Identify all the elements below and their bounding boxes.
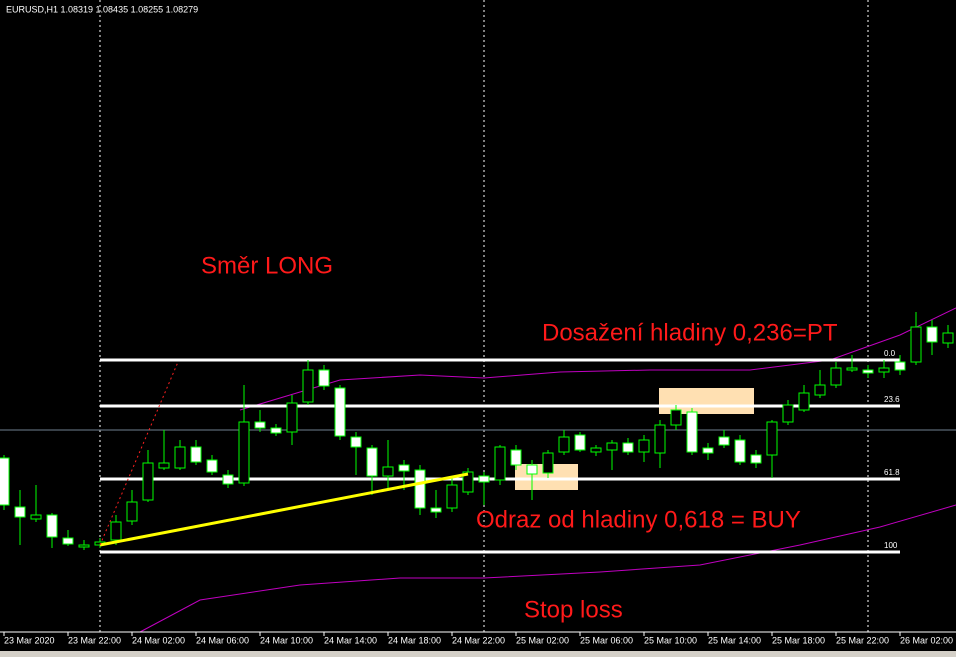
candle-body [574, 434, 586, 451]
candle-body [798, 392, 810, 411]
x-tick-label: 25 Mar 18:00 [772, 635, 825, 645]
candle-body [478, 475, 490, 483]
fib-label: 61.8 [884, 468, 900, 477]
x-tick-label: 26 Mar 02:00 [900, 635, 953, 645]
fib-label: 100 [884, 541, 898, 550]
candle-body [622, 442, 634, 453]
candle-body [254, 421, 266, 429]
x-tick-label: 25 Mar 22:00 [836, 635, 889, 645]
candle-body [318, 369, 330, 387]
scrollbar [0, 651, 956, 657]
candle-body [286, 402, 298, 433]
candle-body [0, 457, 10, 506]
x-tick-label: 25 Mar 14:00 [708, 635, 761, 645]
candle-body [670, 409, 682, 426]
x-tick-label: 24 Mar 14:00 [324, 635, 377, 645]
candle-body [750, 454, 762, 464]
candle-body [894, 361, 906, 371]
candle-body [686, 411, 698, 453]
candle-body [718, 436, 730, 446]
annotation: Směr LONG [201, 252, 333, 279]
candle-body [462, 471, 474, 493]
x-tick-label: 24 Mar 06:00 [196, 635, 249, 645]
x-tick-label: 23 Mar 22:00 [68, 635, 121, 645]
annotation: Dosažení hladiny 0,236=PT [542, 319, 838, 346]
candle-body [702, 447, 714, 454]
candle-body [30, 514, 42, 520]
period-separators [99, 0, 869, 632]
candle-body [846, 367, 858, 371]
candles [0, 312, 954, 550]
candle-body [126, 501, 138, 522]
x-tick-label: 24 Mar 22:00 [452, 635, 505, 645]
candle-body [862, 369, 874, 374]
candle-body [334, 387, 346, 437]
candle-body [734, 439, 746, 463]
candle-body [910, 326, 922, 363]
candle-body [942, 332, 954, 344]
candle-body [654, 424, 666, 454]
candle-body [14, 506, 26, 518]
candle-body [782, 404, 794, 423]
candle-body [174, 446, 186, 469]
candle-body [606, 442, 618, 451]
candle-body [46, 514, 58, 538]
fib-label: 0.0 [884, 349, 896, 358]
x-tick-label: 25 Mar 02:00 [516, 635, 569, 645]
candle-body [446, 484, 458, 509]
candle-body [814, 384, 826, 396]
x-tick-label: 23 Mar 2020 [4, 635, 55, 645]
x-axis-labels: 23 Mar 2020 23 Mar 22:00 24 Mar 02:00 24 Ma… [3, 632, 953, 645]
x-tick-label: 25 Mar 06:00 [580, 635, 633, 645]
x-tick-label: 24 Mar 18:00 [388, 635, 441, 645]
candle-body [926, 326, 938, 343]
candle-body [222, 474, 234, 485]
candle-body [766, 421, 778, 456]
candle-body [350, 436, 362, 448]
candle-body [414, 469, 426, 509]
candle-body [78, 544, 90, 548]
annotation: Odraz od hladiny 0,618 = BUY [476, 506, 801, 533]
candle-body [638, 439, 650, 453]
candle-body [590, 447, 602, 453]
fib-trend-line [99, 361, 179, 546]
candle-body [510, 449, 522, 466]
candle-body [398, 464, 410, 472]
candle-body [494, 446, 506, 481]
chart-title: EURUSD,H1 1.08319 1.08435 1.08255 1.0827… [6, 4, 198, 14]
candle-body [542, 452, 554, 474]
candle-body [158, 462, 170, 469]
candle-body [382, 466, 394, 477]
candle-body [206, 459, 218, 473]
candle-body [558, 436, 570, 453]
candle-body [366, 447, 378, 477]
candle-body [238, 421, 250, 484]
x-tick-label: 25 Mar 10:00 [644, 635, 697, 645]
annotation: Stop loss [524, 596, 623, 623]
candle-body [830, 367, 842, 386]
candle-body [302, 369, 314, 403]
candle-body [526, 464, 538, 475]
fib-label: 23.6 [884, 395, 900, 404]
envelope-lower [139, 504, 956, 633]
candle-body [430, 507, 442, 513]
candle-body [878, 367, 890, 373]
candle-body [142, 462, 154, 501]
x-tick-label: 24 Mar 10:00 [260, 635, 313, 645]
candle-body [190, 446, 202, 463]
candle-body [270, 427, 282, 434]
x-tick-label: 24 Mar 02:00 [132, 635, 185, 645]
candle-body [110, 521, 122, 541]
trend-line [99, 472, 469, 547]
candle-body [62, 537, 74, 545]
